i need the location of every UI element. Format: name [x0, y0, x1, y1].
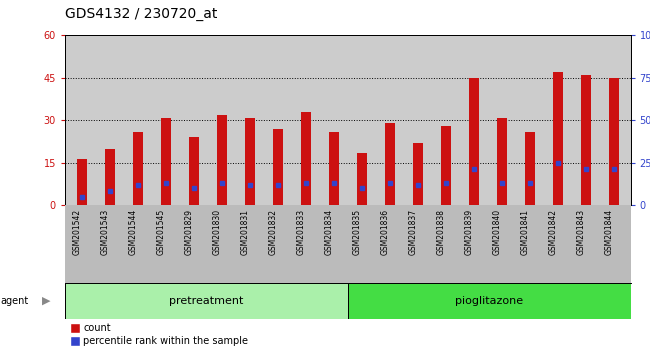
Text: GDS4132 / 230720_at: GDS4132 / 230720_at — [65, 7, 217, 21]
Text: GSM201544: GSM201544 — [129, 209, 138, 256]
Text: agent: agent — [1, 296, 29, 306]
Text: GSM201834: GSM201834 — [325, 209, 333, 255]
Bar — [469, 78, 478, 205]
Bar — [441, 126, 450, 205]
Text: GSM201542: GSM201542 — [73, 209, 82, 255]
Text: pretreatment: pretreatment — [169, 296, 244, 306]
Bar — [189, 137, 199, 205]
Bar — [552, 72, 563, 205]
Bar — [105, 149, 114, 205]
Bar — [609, 78, 619, 205]
Bar — [161, 118, 171, 205]
Text: pioglitazone: pioglitazone — [455, 296, 523, 306]
Text: GSM201839: GSM201839 — [465, 209, 474, 255]
Bar — [329, 132, 339, 205]
Text: GSM201843: GSM201843 — [577, 209, 586, 255]
Bar — [497, 118, 506, 205]
Text: GSM201831: GSM201831 — [240, 209, 250, 255]
Bar — [245, 118, 255, 205]
Text: GSM201840: GSM201840 — [493, 209, 502, 255]
Text: GSM201837: GSM201837 — [409, 209, 418, 255]
Bar — [385, 123, 395, 205]
Bar — [65, 283, 348, 319]
Text: GSM201833: GSM201833 — [297, 209, 306, 255]
Text: GSM201830: GSM201830 — [213, 209, 222, 255]
Bar — [273, 129, 283, 205]
Text: GSM201545: GSM201545 — [157, 209, 166, 256]
Bar — [581, 75, 591, 205]
Bar — [357, 153, 367, 205]
Text: ▶: ▶ — [42, 296, 51, 306]
Legend: count, percentile rank within the sample: count, percentile rank within the sample — [70, 324, 248, 346]
Bar — [301, 112, 311, 205]
Bar — [348, 283, 630, 319]
Text: GSM201841: GSM201841 — [521, 209, 530, 255]
Text: GSM201836: GSM201836 — [381, 209, 390, 255]
Text: GSM201829: GSM201829 — [185, 209, 194, 255]
Text: GSM201832: GSM201832 — [268, 209, 278, 255]
Text: GSM201844: GSM201844 — [604, 209, 614, 255]
Text: GSM201838: GSM201838 — [437, 209, 446, 255]
Bar — [525, 132, 534, 205]
Bar — [217, 115, 227, 205]
Bar — [77, 159, 86, 205]
Bar — [133, 132, 143, 205]
Text: GSM201842: GSM201842 — [549, 209, 558, 255]
Text: GSM201835: GSM201835 — [353, 209, 362, 255]
Bar — [413, 143, 422, 205]
Text: GSM201543: GSM201543 — [101, 209, 110, 256]
